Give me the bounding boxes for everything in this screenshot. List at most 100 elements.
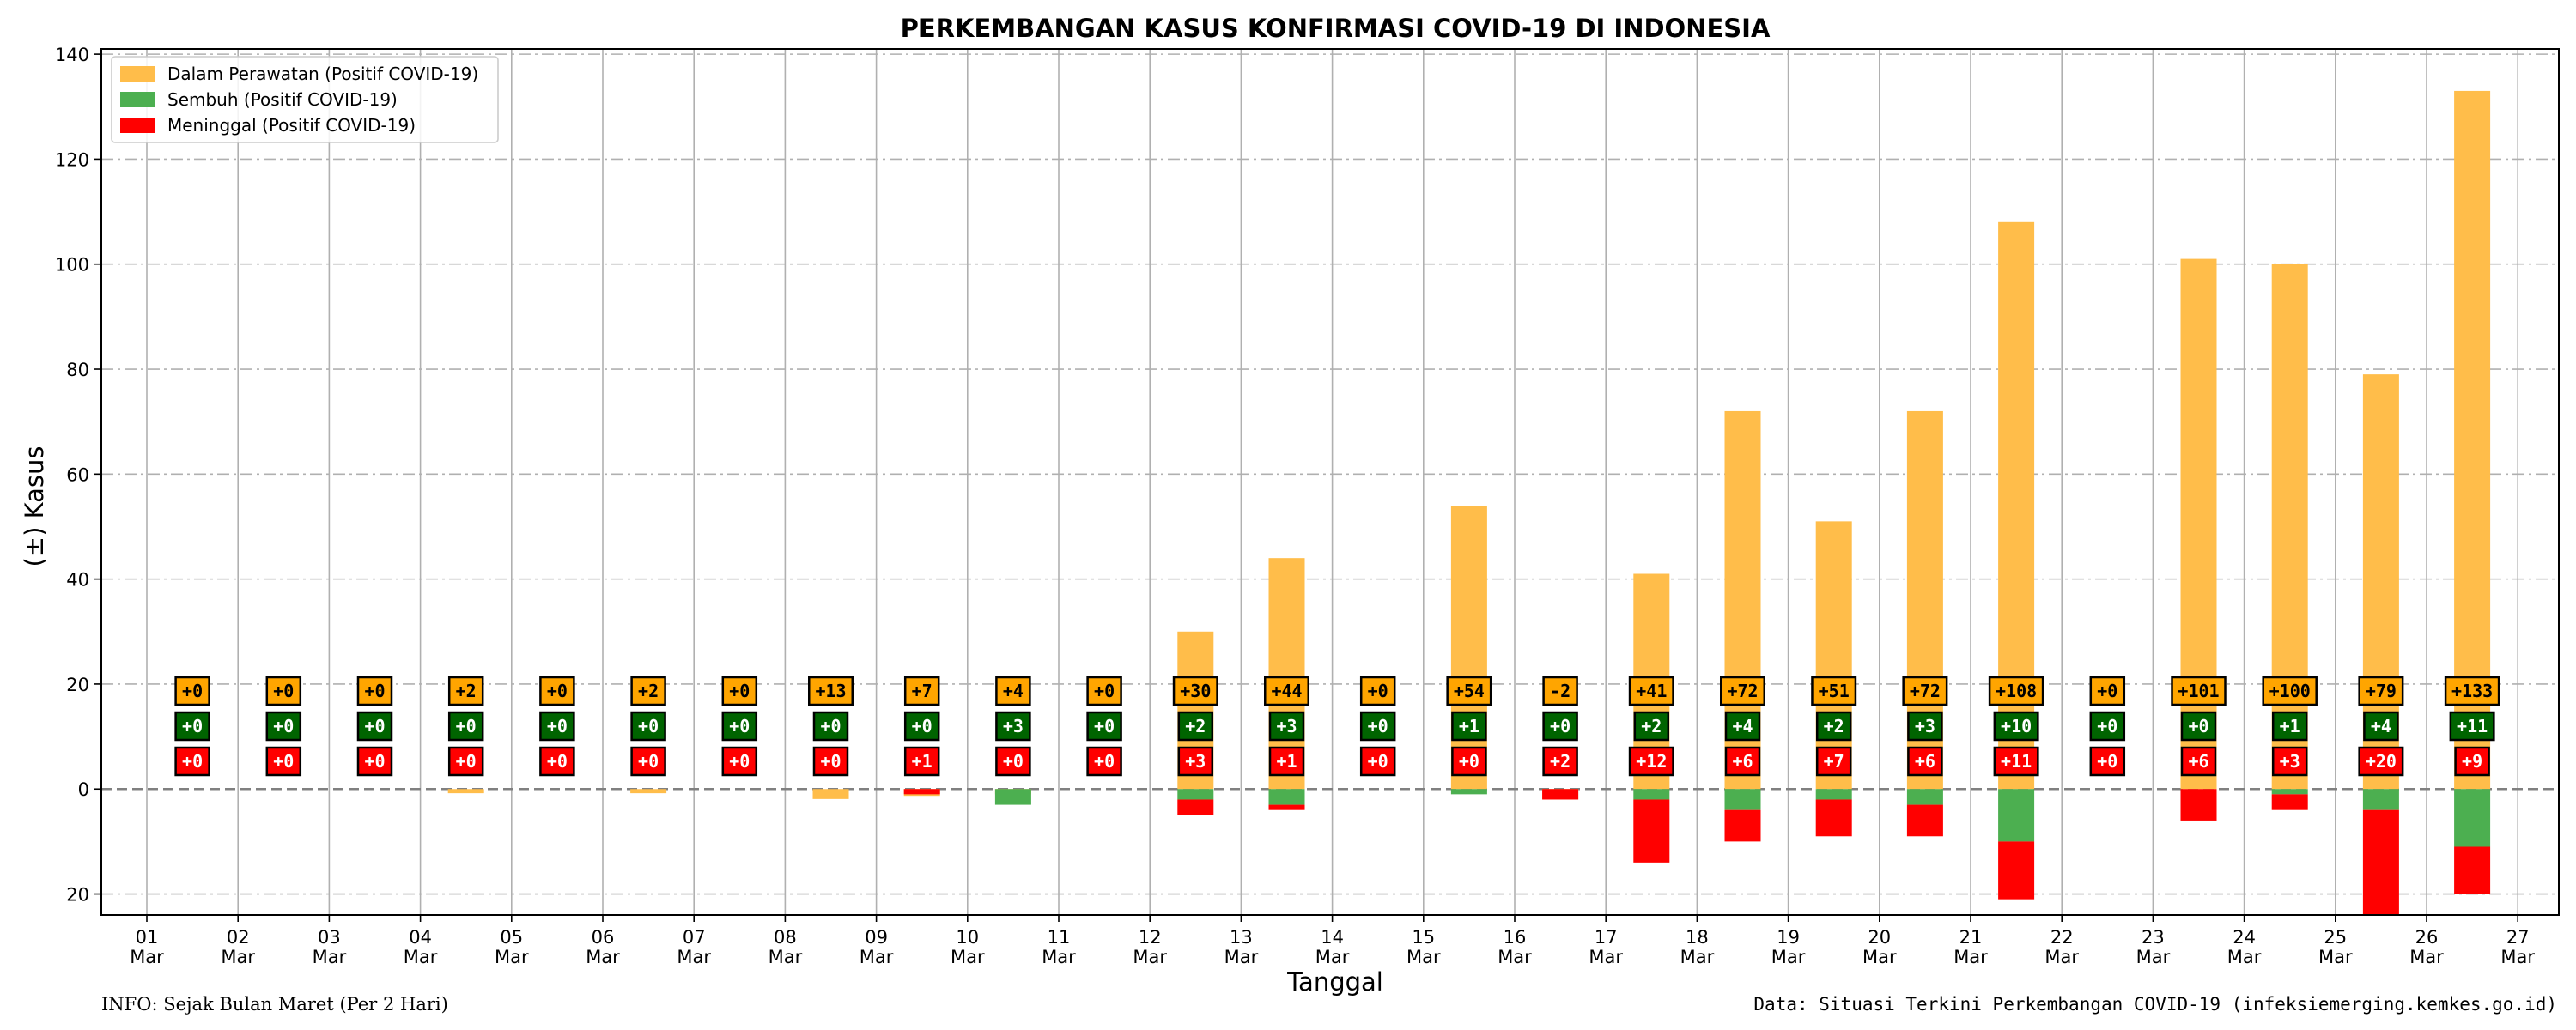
bar-dalam-perawatan	[2454, 90, 2491, 790]
bar-dalam-perawatan	[1815, 521, 1852, 790]
bar-meninggal	[2271, 794, 2308, 810]
footer-source: Data: Situasi Terkini Perkembangan COVID…	[1753, 994, 2557, 1015]
label-dalam-perawatan-box	[2171, 676, 2227, 706]
y-tick-label: 100	[55, 255, 89, 276]
bar-sembuh	[1633, 789, 1670, 800]
bar-sembuh	[994, 789, 1031, 805]
label-sembuh-box	[721, 711, 758, 742]
label-dalam-perawatan-box	[1086, 676, 1122, 706]
label-dalam-perawatan-box	[2089, 676, 2126, 706]
bar-sembuh	[2454, 789, 2491, 847]
label-sembuh: +11	[2457, 716, 2488, 736]
x-tick-label: 25	[2324, 927, 2347, 948]
x-tick-label: 08	[774, 927, 797, 948]
label-sembuh-box	[1359, 711, 1396, 742]
label-dalam-perawatan: +133	[2451, 681, 2493, 701]
x-tick-label: 19	[1777, 927, 1800, 948]
label-dalam-perawatan-box	[903, 676, 940, 706]
label-sembuh-box	[2089, 711, 2126, 742]
label-sembuh-box	[1815, 711, 1852, 742]
bar-meninggal	[1998, 841, 2035, 900]
label-sembuh-box	[2363, 711, 2399, 742]
label-meninggal: +0	[1368, 751, 1388, 772]
label-dalam-perawatan: +72	[1910, 681, 1941, 701]
bar-meninggal	[2180, 789, 2217, 821]
label-dalam-perawatan: +44	[1271, 681, 1302, 701]
bar-dalam-perawatan	[447, 789, 484, 794]
y-tick-label: 40	[66, 570, 89, 591]
label-meninggal-box	[356, 746, 393, 777]
bar-sembuh	[1450, 789, 1487, 795]
label-dalam-perawatan: +7	[912, 681, 933, 701]
x-tick-label: 06	[592, 927, 615, 948]
label-sembuh-box	[539, 711, 575, 742]
label-dalam-perawatan-box	[1359, 676, 1396, 706]
x-tick-label: Mar	[313, 947, 347, 967]
label-meninggal: +11	[2001, 751, 2032, 772]
label-sembuh: +0	[456, 716, 477, 736]
label-dalam-perawatan: +108	[1996, 681, 2037, 701]
bar-meninggal	[1177, 799, 1214, 815]
x-tick-label: 04	[409, 927, 432, 948]
x-tick-label: Mar	[1133, 947, 1167, 967]
label-dalam-perawatan-box	[1542, 676, 1578, 706]
label-sembuh: +0	[638, 716, 659, 736]
label-meninggal-box	[1177, 746, 1214, 777]
label-dalam-perawatan: +0	[273, 681, 294, 701]
label-dalam-perawatan-box	[1628, 676, 1674, 706]
label-meninggal-box	[2089, 746, 2126, 777]
bar-meninggal	[1268, 804, 1305, 810]
label-dalam-perawatan: +30	[1180, 681, 1211, 701]
label-meninggal-box	[1993, 746, 2039, 777]
label-sembuh: +0	[273, 716, 294, 736]
label-meninggal: +3	[1185, 751, 1206, 772]
x-tick-label: 16	[1504, 927, 1527, 948]
label-meninggal: +0	[638, 751, 659, 772]
bar-dalam-perawatan	[630, 789, 667, 794]
label-dalam-perawatan-box	[1811, 676, 1857, 706]
label-meninggal-box	[265, 746, 302, 777]
label-meninggal: +0	[273, 751, 294, 772]
label-sembuh: +3	[1003, 716, 1024, 736]
label-layer: +0 +0 +0 +2 +0 +2 +0 +13 +7 +4 +0 +30 +44 +0 +54 -2 +41 +…	[174, 676, 2500, 777]
label-dalam-perawatan: -2	[1550, 681, 1571, 701]
bar-dalam-perawatan	[2180, 258, 2217, 790]
label-dalam-perawatan-box	[2358, 676, 2404, 706]
label-sembuh-box	[630, 711, 666, 742]
x-tick-label: Mar	[495, 947, 529, 967]
legend-entry: Meninggal (Positif COVID-19)	[167, 115, 416, 136]
label-sembuh: +0	[2097, 716, 2117, 736]
label-meninggal-box	[1086, 746, 1122, 777]
axis-layer: 01Mar02Mar03Mar04Mar05Mar06Mar07Mar08Mar…	[55, 45, 2560, 967]
legend-box	[111, 56, 499, 143]
bar-sembuh	[1815, 789, 1852, 800]
label-sembuh-box	[1177, 711, 1214, 742]
label-dalam-perawatan-box	[174, 676, 210, 706]
x-tick-label: Mar	[2500, 947, 2535, 967]
label-meninggal-box	[2454, 746, 2490, 777]
label-meninggal-box	[1268, 746, 1305, 777]
label-sembuh-box	[174, 711, 210, 742]
label-meninggal: +6	[1732, 751, 1753, 772]
label-sembuh-box	[2180, 711, 2217, 742]
label-meninggal-box	[1815, 746, 1852, 777]
bar-dalam-perawatan	[812, 789, 849, 799]
bar-sembuh	[2362, 789, 2399, 810]
label-sembuh: +4	[2371, 716, 2391, 736]
bar-sembuh	[1177, 789, 1214, 800]
label-dalam-perawatan-box	[1988, 676, 2044, 706]
label-dalam-perawatan-box	[447, 676, 484, 706]
label-sembuh: +0	[912, 716, 933, 736]
y-tick-label: 80	[66, 360, 89, 380]
label-sembuh: +0	[2188, 716, 2208, 736]
x-tick-label: Mar	[2227, 947, 2262, 967]
label-dalam-perawatan: +100	[2269, 681, 2311, 701]
y-tick-label: 120	[55, 149, 89, 170]
label-meninggal: +0	[182, 751, 203, 772]
label-dalam-perawatan: +0	[547, 681, 568, 701]
x-tick-label: Mar	[221, 947, 255, 967]
label-sembuh: +0	[729, 716, 750, 736]
x-tick-label: 03	[318, 927, 341, 948]
x-tick-label: Mar	[1224, 947, 1259, 967]
label-dalam-perawatan-box	[539, 676, 575, 706]
